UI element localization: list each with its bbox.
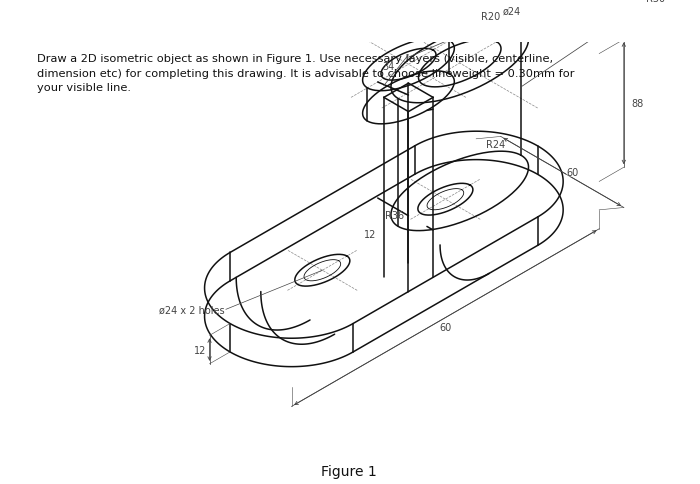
Text: ø24 x 2 holes: ø24 x 2 holes: [158, 305, 224, 315]
Text: Draw a 2D isometric object as shown in Figure 1. Use necessary layers (visible, : Draw a 2D isometric object as shown in F…: [37, 54, 575, 93]
Text: 34: 34: [383, 61, 395, 72]
Text: 60: 60: [440, 322, 452, 333]
Text: R30: R30: [646, 0, 665, 4]
Text: 60: 60: [566, 167, 578, 178]
Text: R36: R36: [384, 210, 404, 220]
Text: Figure 1: Figure 1: [321, 464, 377, 478]
Text: 88: 88: [631, 99, 643, 109]
Text: 12: 12: [363, 229, 376, 239]
Text: ø24: ø24: [503, 6, 521, 16]
Text: 12: 12: [193, 345, 206, 355]
Text: R24: R24: [486, 139, 505, 149]
Text: R20: R20: [481, 12, 500, 22]
